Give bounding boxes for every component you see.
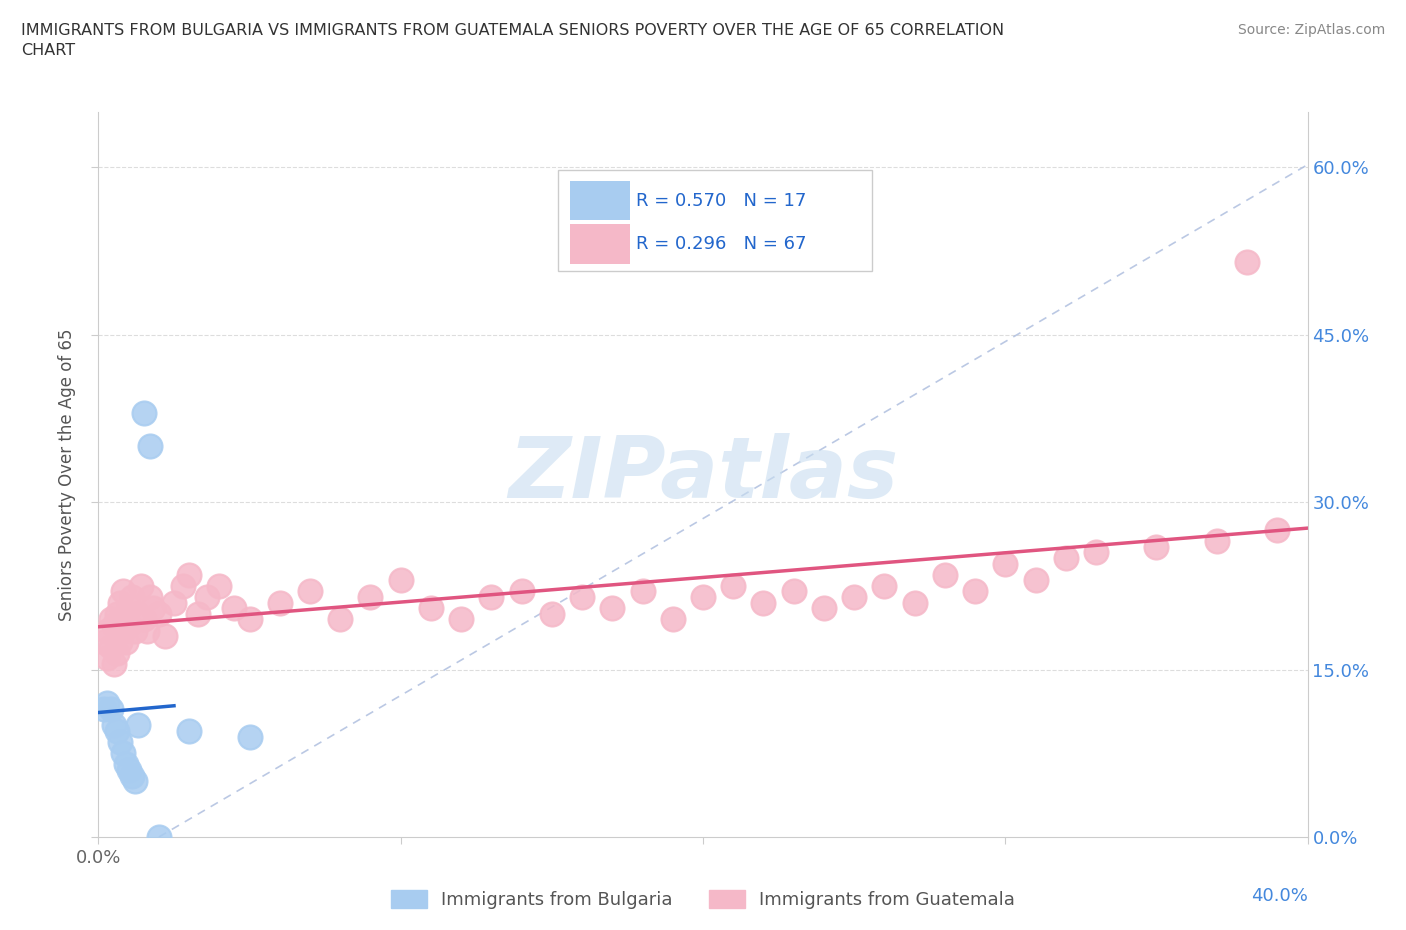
Point	[124, 774, 146, 789]
Point	[208, 578, 231, 593]
FancyBboxPatch shape	[558, 169, 872, 272]
Point	[139, 590, 162, 604]
Text: R = 0.570   N = 17: R = 0.570 N = 17	[637, 192, 807, 210]
Text: Source: ZipAtlas.com: Source: ZipAtlas.com	[1237, 23, 1385, 37]
Point	[103, 618, 125, 632]
Point	[602, 601, 624, 616]
Point	[111, 746, 134, 761]
Point	[132, 612, 155, 627]
Point	[239, 612, 262, 627]
Text: 40.0%: 40.0%	[1251, 887, 1308, 905]
Point	[100, 701, 122, 716]
Point	[1206, 534, 1229, 549]
Point	[1236, 255, 1258, 270]
Point	[96, 623, 118, 638]
Point	[389, 573, 412, 588]
Point	[510, 584, 533, 599]
Point	[100, 640, 122, 655]
Legend: Immigrants from Bulgaria, Immigrants from Guatemala: Immigrants from Bulgaria, Immigrants fro…	[384, 883, 1022, 916]
Point	[148, 606, 170, 621]
Point	[111, 623, 134, 638]
Point	[135, 623, 157, 638]
Point	[114, 612, 136, 627]
Point	[108, 634, 131, 649]
Point	[124, 623, 146, 638]
Point	[114, 634, 136, 649]
Point	[450, 612, 472, 627]
Point	[269, 595, 291, 610]
Point	[179, 724, 201, 738]
Point	[844, 590, 866, 604]
Point	[723, 578, 745, 593]
Point	[121, 590, 143, 604]
Point	[96, 696, 118, 711]
Point	[299, 584, 322, 599]
Point	[118, 618, 141, 632]
Point	[239, 729, 262, 744]
Point	[1024, 573, 1046, 588]
Point	[93, 701, 115, 716]
Point	[132, 405, 155, 420]
Text: ZIPatlas: ZIPatlas	[508, 432, 898, 516]
Point	[118, 601, 141, 616]
Point	[179, 567, 201, 582]
Text: R = 0.296   N = 67: R = 0.296 N = 67	[637, 235, 807, 253]
Point	[195, 590, 218, 604]
Point	[420, 601, 443, 616]
Point	[105, 606, 128, 621]
Point	[631, 584, 654, 599]
FancyBboxPatch shape	[569, 180, 630, 220]
Point	[96, 651, 118, 666]
Point	[1144, 539, 1167, 554]
Point	[224, 601, 246, 616]
Point	[163, 595, 186, 610]
Point	[329, 612, 352, 627]
Point	[153, 629, 176, 644]
Point	[813, 601, 835, 616]
Point	[118, 763, 141, 777]
Point	[148, 830, 170, 844]
Point	[111, 584, 134, 599]
Point	[752, 595, 775, 610]
Point	[103, 718, 125, 733]
Point	[127, 606, 149, 621]
Point	[105, 645, 128, 660]
Y-axis label: Seniors Poverty Over the Age of 65: Seniors Poverty Over the Age of 65	[58, 328, 76, 620]
Point	[904, 595, 927, 610]
Point	[481, 590, 503, 604]
Point	[105, 724, 128, 738]
Point	[142, 601, 165, 616]
Point	[994, 556, 1017, 571]
Point	[571, 590, 593, 604]
Point	[692, 590, 714, 604]
Point	[121, 768, 143, 783]
Point	[1054, 551, 1077, 565]
Point	[873, 578, 896, 593]
Point	[172, 578, 194, 593]
Point	[108, 595, 131, 610]
Point	[93, 634, 115, 649]
FancyBboxPatch shape	[569, 224, 630, 264]
Point	[360, 590, 382, 604]
Point	[129, 578, 152, 593]
Point	[114, 757, 136, 772]
Point	[139, 439, 162, 454]
Point	[1085, 545, 1108, 560]
Point	[934, 567, 956, 582]
Point	[783, 584, 806, 599]
Point	[103, 657, 125, 671]
Point	[661, 612, 683, 627]
Point	[127, 718, 149, 733]
Point	[100, 612, 122, 627]
Text: IMMIGRANTS FROM BULGARIA VS IMMIGRANTS FROM GUATEMALA SENIORS POVERTY OVER THE A: IMMIGRANTS FROM BULGARIA VS IMMIGRANTS F…	[21, 23, 1004, 58]
Point	[1267, 523, 1289, 538]
Point	[540, 606, 562, 621]
Point	[965, 584, 987, 599]
Point	[108, 735, 131, 750]
Point	[187, 606, 209, 621]
